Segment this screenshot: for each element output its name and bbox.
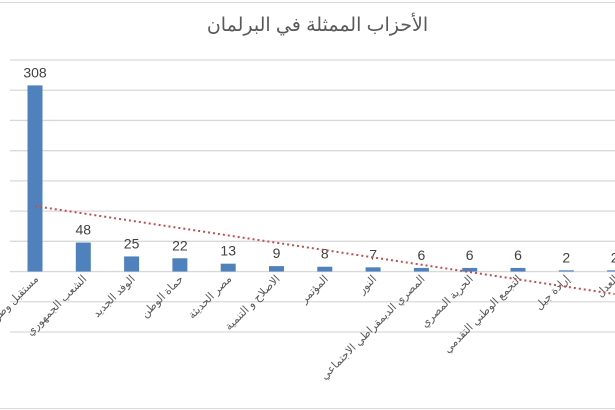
category-label: النور [355, 273, 379, 297]
category-label: مصر الحديثة [186, 273, 234, 321]
data-label: 308 [23, 64, 47, 80]
bar [607, 270, 615, 272]
bar [413, 267, 429, 272]
data-label: 7 [369, 246, 377, 262]
category-label: الوفد الجديد [91, 273, 138, 320]
data-label: 25 [124, 235, 140, 251]
data-label: 6 [514, 247, 522, 263]
bar [27, 85, 43, 272]
bar [269, 266, 284, 272]
category-label: إرادة جيل [533, 273, 572, 312]
data-label: 6 [418, 247, 426, 263]
chart-title: الأحزاب الممثلة في البرلمان [206, 15, 429, 36]
bar [172, 258, 188, 272]
bar [75, 242, 91, 272]
data-label: 9 [273, 245, 281, 261]
data-label: 2 [562, 249, 570, 265]
bar [220, 263, 236, 272]
bar [317, 266, 333, 272]
category-label: حماة الوطن [139, 273, 186, 320]
data-label: 6 [466, 247, 474, 263]
data-label: 2 [611, 249, 615, 265]
bar [510, 267, 526, 272]
bar [462, 267, 478, 272]
bar [558, 270, 574, 272]
data-label: 8 [321, 246, 329, 262]
data-label: 22 [172, 237, 188, 253]
category-label: المصري الديمقراطي الاجتماعي [318, 273, 427, 382]
bar [365, 267, 381, 272]
data-label: 48 [76, 222, 92, 238]
category-label: مستقبل وطن [0, 273, 41, 325]
bar [124, 256, 140, 272]
category-label: العدل [594, 273, 615, 300]
data-label: 13 [220, 243, 236, 259]
